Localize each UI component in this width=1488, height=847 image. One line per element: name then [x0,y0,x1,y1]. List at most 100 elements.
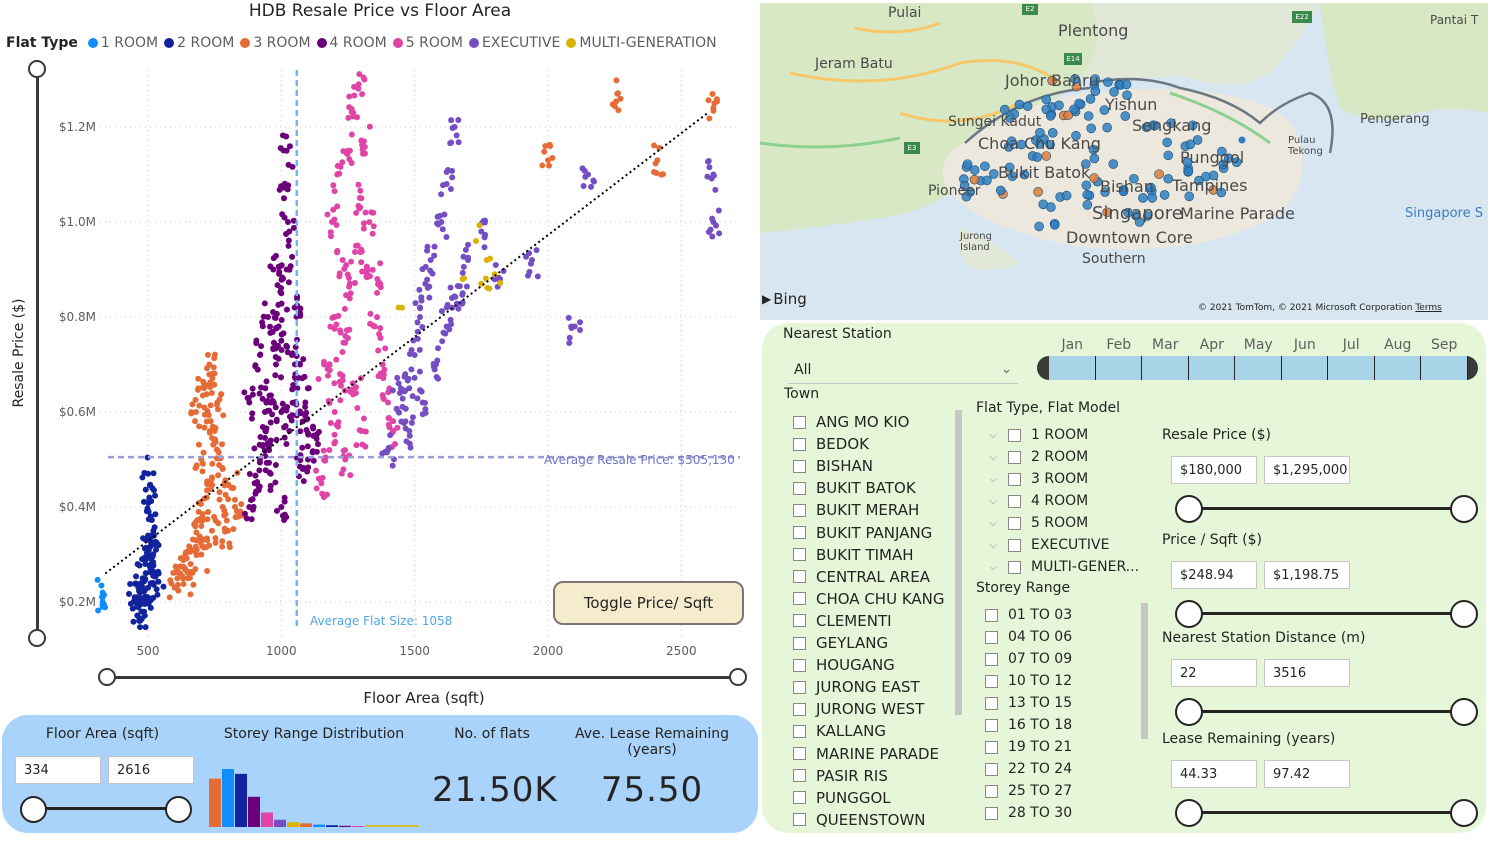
scatter-point[interactable] [399,403,406,410]
scatter-point[interactable] [102,604,109,611]
scatter-point[interactable] [354,404,361,411]
scatter-point[interactable] [408,366,415,373]
scatter-point[interactable] [249,410,256,417]
scatter-point[interactable] [277,145,284,152]
scatter-point[interactable] [278,504,285,510]
scatter-point[interactable] [447,186,454,193]
scatter-point[interactable] [266,447,273,454]
scatter-point[interactable] [194,517,201,524]
map-point[interactable] [1019,169,1030,180]
scatter-point[interactable] [526,268,533,275]
checkbox[interactable] [793,636,806,650]
scatter-point[interactable] [175,587,182,594]
scatter-point[interactable] [203,391,210,398]
scatter-point[interactable] [380,375,387,382]
x-zoom-handle-right[interactable] [729,668,747,686]
scatter-point[interactable] [199,514,206,521]
scatter-point[interactable] [269,329,276,336]
scatter-point[interactable] [264,440,271,447]
scatter-point[interactable] [297,310,304,317]
map-canvas[interactable] [760,3,1488,320]
scatter-point[interactable] [334,203,341,210]
scatter-point[interactable] [195,375,202,382]
scatter-point[interactable] [141,577,148,584]
scatter-point[interactable] [341,305,348,312]
scatter-point[interactable] [656,144,663,151]
scatter-point[interactable] [324,366,331,373]
map-point[interactable] [1006,136,1017,147]
scatter-point[interactable] [527,260,534,267]
map-point[interactable] [959,181,970,191]
scatter-point[interactable] [360,225,367,232]
scatter-point[interactable] [500,268,507,275]
scatter-point[interactable] [154,591,161,598]
scatter-point[interactable] [406,428,413,434]
checkbox[interactable] [985,608,998,622]
scatter-point[interactable] [343,327,350,334]
scatter-point[interactable] [449,174,456,181]
map-point[interactable] [1142,211,1153,221]
scatter-point[interactable] [219,543,226,550]
storey-bar[interactable] [222,769,234,827]
scatter-point[interactable] [284,186,291,193]
scatter-point[interactable] [322,454,329,461]
scatter-point[interactable] [481,234,488,241]
scatter-point[interactable] [459,291,466,298]
scatter-point[interactable] [174,581,181,588]
scatter-point[interactable] [302,399,309,406]
scatter-point[interactable] [394,374,401,381]
storey-item-2[interactable]: 07 TO 09 [985,649,1072,669]
storey-bar[interactable] [313,824,325,827]
scatter-point[interactable] [362,443,369,450]
scatter-point[interactable] [491,275,498,282]
scatter-point[interactable] [377,325,384,332]
scatter-point[interactable] [337,163,344,170]
scatter-point[interactable] [370,322,377,329]
scatter-point[interactable] [216,496,223,503]
scatter-point[interactable] [310,457,317,464]
scatter-point[interactable] [351,92,358,99]
scatter-point[interactable] [246,470,253,477]
checkbox[interactable] [793,503,806,517]
scatter-point[interactable] [397,385,404,392]
scatter-point[interactable] [412,300,419,307]
scatter-point[interactable] [447,284,454,291]
scatter-point[interactable] [147,555,154,562]
town-item-4[interactable]: BUKIT MERAH [793,500,919,520]
checkbox[interactable] [1008,538,1021,552]
checkbox[interactable] [793,813,806,827]
checkbox[interactable] [985,806,998,820]
map-point[interactable] [1154,169,1164,179]
checkbox[interactable] [793,526,806,539]
storey-bar[interactable] [261,812,273,828]
scatter-point[interactable] [390,418,397,425]
scatter-point[interactable] [715,207,722,214]
scatter-point[interactable] [350,391,357,398]
map-point[interactable] [1163,173,1173,184]
scatter-point[interactable] [705,158,712,165]
scatter-point[interactable] [244,394,251,401]
scatter-point[interactable] [359,268,366,275]
map-point[interactable] [1050,220,1060,230]
town-item-15[interactable]: MARINE PARADE [793,744,939,764]
scatter-point[interactable] [709,91,716,98]
scatter-point[interactable] [187,548,194,555]
scatter-point[interactable] [333,222,340,229]
scatter-point[interactable] [254,366,261,373]
scatter-point[interactable] [206,371,213,378]
scatter-point[interactable] [613,77,620,84]
scatter-point[interactable] [133,600,140,607]
checkbox[interactable] [793,769,806,783]
scatter-point[interactable] [193,409,199,415]
scatter-point[interactable] [348,109,355,116]
scatter-point[interactable] [284,349,291,356]
resale-price-slider-max-handle[interactable] [1450,495,1478,523]
checkbox[interactable] [793,592,806,606]
scatter-point[interactable] [712,222,719,229]
map-point[interactable] [1014,99,1025,110]
scatter-point[interactable] [222,491,229,498]
scatter-point[interactable] [208,389,215,396]
scatter-point[interactable] [339,372,346,379]
scatter-point[interactable] [414,319,421,326]
scatter-point[interactable] [232,514,239,521]
